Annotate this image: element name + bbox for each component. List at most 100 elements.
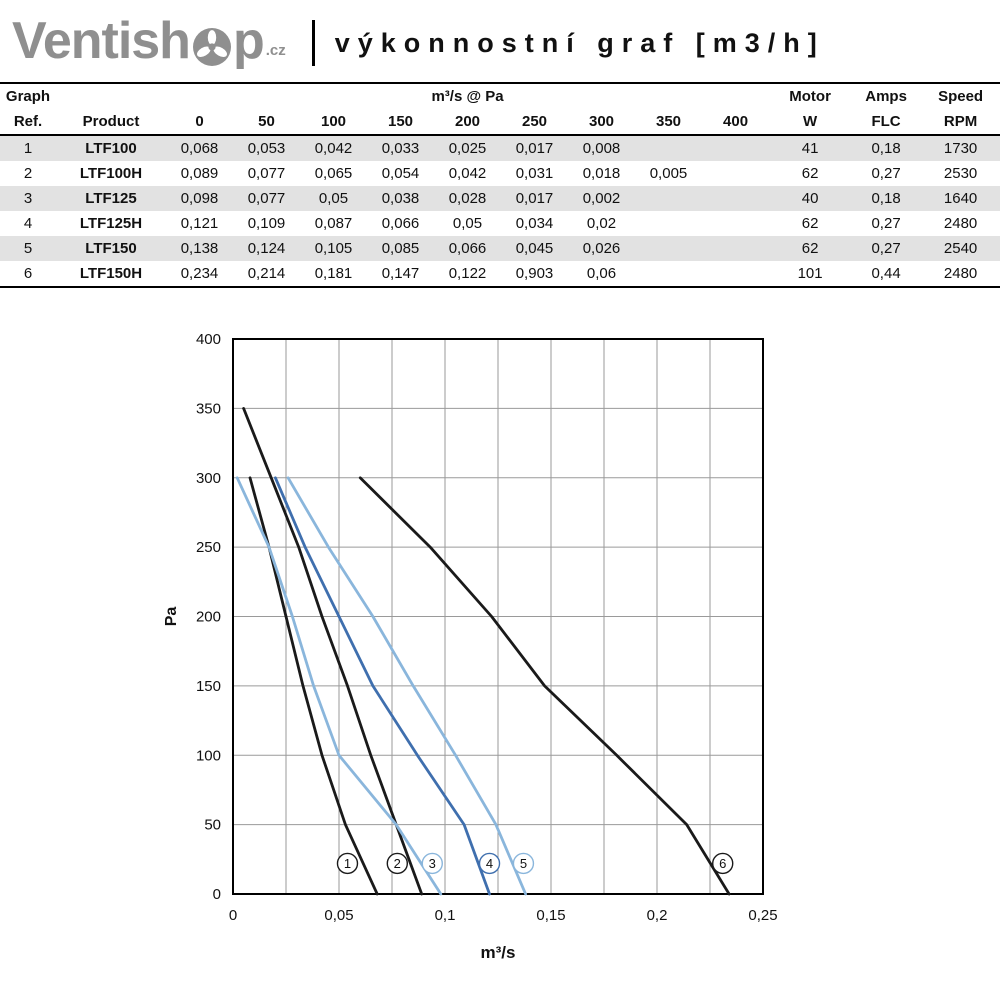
- cell-pa400: [702, 211, 769, 236]
- cell-motor-w: 101: [797, 265, 823, 282]
- column-header-rpm: RPM: [921, 109, 1000, 136]
- plot-border: [232, 338, 764, 895]
- series-label-number-4: 4: [486, 856, 493, 871]
- group-header-motor: Motor: [789, 88, 831, 105]
- cell-ref: 4: [23, 215, 33, 232]
- cell-amps-flc: 0,18: [871, 140, 901, 157]
- column-header-w: W: [769, 109, 852, 136]
- column-header-pa0: 0: [166, 109, 233, 136]
- y-tick-label: 250: [196, 539, 221, 556]
- group-header-flow: m³/s @ Pa: [431, 88, 504, 105]
- series-line-2: [242, 407, 424, 896]
- cell-speed-rpm: 2480: [943, 265, 978, 282]
- cell-amps-flc: 0,27: [871, 165, 901, 182]
- cell-product: LTF150H: [79, 265, 143, 282]
- y-tick-label: 200: [196, 609, 221, 626]
- cell-pa150: 0,038: [381, 190, 420, 207]
- cell-pa50: 0,077: [247, 165, 286, 182]
- column-header-pa200: 200: [434, 109, 501, 136]
- column-header-pa100: 100: [300, 109, 367, 136]
- series-label-number-1: 1: [344, 856, 351, 871]
- x-tick-label: 0,25: [748, 907, 777, 924]
- column-header-pa400: 400: [702, 109, 770, 136]
- series-label-circle-3: [421, 852, 443, 875]
- cell-pa50: 0,109: [247, 215, 286, 232]
- series-label-circle-1: [336, 852, 359, 875]
- table-group-header-row: Graph m³/s @ Pa Motor Amps Speed: [0, 83, 1000, 109]
- series-label-number-5: 5: [520, 856, 527, 871]
- series-label-number-6: 6: [719, 856, 726, 871]
- logo-text-pre: Ventish: [12, 12, 191, 70]
- cell-pa150: 0,085: [381, 240, 420, 257]
- column-header-ref: Ref.: [0, 109, 56, 136]
- column-header-flc: FLC: [851, 109, 922, 136]
- group-header-graph: Graph: [5, 88, 51, 105]
- column-header-product: Product: [56, 109, 166, 136]
- y-tick-label: 150: [196, 678, 221, 695]
- table-row: 1 LTF100 0,068 0,053 0,042 0,033 0,025 0,017 0,0…: [0, 135, 1000, 161]
- fan-icon: [192, 27, 232, 67]
- cell-pa300: 0,026: [582, 240, 621, 257]
- y-tick-label: 350: [196, 400, 221, 417]
- cell-motor-w: 40: [801, 190, 819, 207]
- cell-pa250: 0,017: [515, 140, 554, 157]
- cell-pa100: 0,042: [314, 140, 353, 157]
- cell-speed-rpm: 2540: [943, 240, 978, 257]
- series-line-6: [358, 476, 731, 896]
- cell-pa200: 0,042: [448, 165, 487, 182]
- cell-ref: 6: [23, 265, 33, 282]
- series-label-number-3: 3: [429, 856, 436, 871]
- series-line-3: [235, 476, 443, 896]
- cell-speed-rpm: 2480: [943, 215, 978, 232]
- cell-pa0: 0,089: [180, 165, 219, 182]
- cell-pa200: 0,066: [448, 240, 487, 257]
- series-label-circle-6: [712, 852, 734, 875]
- cell-pa300: 0,06: [586, 265, 617, 282]
- group-header-speed: Speed: [938, 88, 984, 105]
- page-header: Ventish p .cz výkonnostní graf [m3/h]: [0, 0, 1000, 82]
- series-label-circle-2: [386, 852, 408, 875]
- cell-pa400: [702, 236, 769, 261]
- site-logo: Ventish p .cz: [12, 15, 286, 67]
- series-line-5: [286, 476, 527, 896]
- y-tick-label: 300: [196, 470, 221, 487]
- cell-motor-w: 62: [801, 165, 819, 182]
- cell-pa100: 0,181: [314, 265, 353, 282]
- cell-product: LTF125: [85, 190, 137, 207]
- cell-pa100: 0,105: [314, 240, 353, 257]
- table-row: 4 LTF125H 0,121 0,109 0,087 0,066 0,05 0,034 0,0…: [0, 211, 1000, 236]
- series-label-circle-5: [512, 852, 535, 875]
- cell-product: LTF125H: [79, 215, 143, 232]
- title-divider: [311, 20, 315, 66]
- page-title: výkonnostní graf [m3/h]: [334, 27, 825, 58]
- cell-pa0: 0,121: [180, 215, 219, 232]
- cell-pa150: 0,147: [381, 265, 420, 282]
- x-tick-label: 0,15: [536, 907, 565, 924]
- y-tick-label: 0: [213, 886, 221, 903]
- series-label-circle-4: [478, 852, 501, 875]
- cell-pa300: 0,002: [582, 190, 621, 207]
- cell-pa50: 0,077: [247, 190, 286, 207]
- y-tick-label: 400: [196, 331, 221, 348]
- cell-product: LTF150: [85, 240, 137, 257]
- performance-chart: 0 50 100 150 200 250 300 350 400 0 0,05 0,1 0,15 0,2 0…: [163, 331, 778, 962]
- y-tick-label: 50: [204, 817, 221, 834]
- cell-pa0: 0,098: [180, 190, 219, 207]
- cell-pa200: 0,122: [448, 265, 487, 282]
- y-axis-title: Pa: [163, 607, 180, 627]
- column-header-pa150: 150: [367, 109, 434, 136]
- cell-pa250: 0,045: [515, 240, 554, 257]
- cell-pa200: 0,028: [448, 190, 487, 207]
- cell-pa150: 0,033: [381, 140, 420, 157]
- cell-pa150: 0,054: [381, 165, 420, 182]
- cell-pa250: 0,031: [515, 165, 554, 182]
- cell-ref: 2: [23, 165, 33, 182]
- performance-table: Graph m³/s @ Pa Motor Amps Speed Ref. Pr…: [0, 82, 1000, 288]
- table-row: 2 LTF100H 0,089 0,077 0,065 0,054 0,042 0,031 0,…: [0, 161, 1000, 186]
- cell-product: LTF100: [85, 140, 137, 157]
- cell-pa350: [635, 135, 702, 161]
- cell-pa150: 0,066: [381, 215, 420, 232]
- series-line-4: [273, 476, 491, 896]
- cell-pa350: [635, 236, 702, 261]
- x-axis-title: m³/s: [481, 943, 516, 962]
